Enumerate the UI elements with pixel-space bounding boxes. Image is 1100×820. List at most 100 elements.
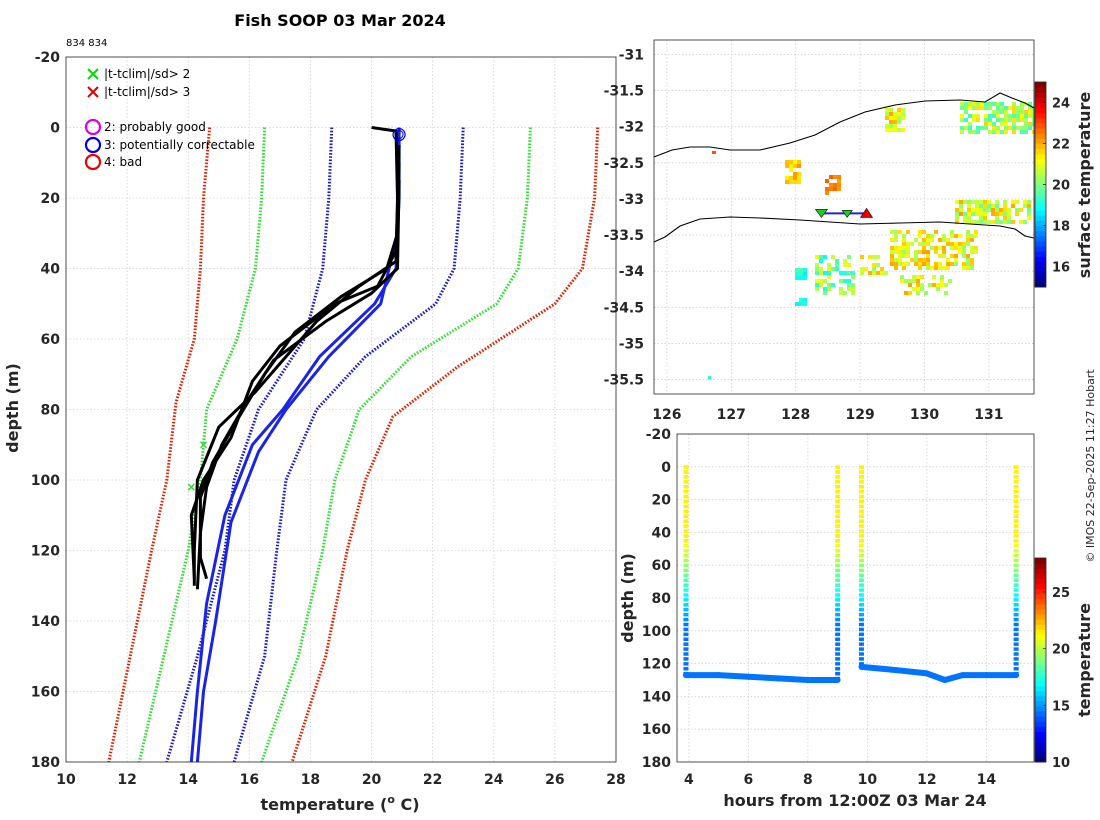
sst-pixel: [797, 180, 801, 184]
colorbar-segment: [1035, 568, 1046, 574]
sst-pixel: [890, 238, 894, 242]
x-tick-label: 24: [484, 772, 504, 788]
cast-sample: [683, 563, 689, 568]
cast-sample: [1013, 607, 1019, 612]
colorbar-tick-label: 20: [1052, 179, 1070, 194]
colorbar-segment: [1035, 158, 1046, 165]
sst-pixel: [851, 287, 855, 291]
cast-sample: [683, 484, 689, 489]
sst-pixel: [934, 246, 938, 250]
sst-pixel: [901, 128, 905, 132]
cast-sample: [1013, 622, 1019, 627]
cast-sample: [835, 470, 841, 474]
cast-sample: [683, 494, 689, 499]
cast-sample: [1013, 524, 1019, 528]
colorbar-segment: [1035, 649, 1046, 656]
cast-sample: [858, 534, 864, 538]
cast-sample: [835, 514, 841, 518]
cast-sample: [1013, 593, 1019, 597]
sst-pixel: [926, 258, 930, 262]
qc-markers: [187, 127, 406, 491]
colorbar-segment: [1035, 112, 1046, 119]
sst-pixel: [958, 246, 962, 250]
sst-pixel: [1016, 114, 1020, 118]
sst-pixel: [880, 267, 884, 271]
sst-pixel: [995, 204, 999, 208]
cast-sample: [1013, 667, 1019, 671]
sst-pixel: [885, 112, 889, 116]
sst-pixel: [967, 216, 971, 220]
sst-pixel: [789, 176, 793, 180]
sst-pixel: [825, 187, 829, 191]
sst-pixel: [954, 262, 958, 266]
sst-pixel: [785, 164, 789, 168]
sst-pixel: [980, 126, 984, 130]
sst-pixel: [1027, 204, 1031, 208]
sst-pixel: [914, 262, 918, 266]
sst-pixel: [803, 272, 807, 276]
sst-pixel: [936, 287, 940, 291]
sst-pixel: [966, 238, 970, 242]
sst-pixel: [1012, 130, 1016, 134]
sst-pixel: [1004, 118, 1008, 122]
cast-sample: [835, 671, 841, 676]
colorbar-segment: [1035, 164, 1046, 170]
sst-pixel: [968, 114, 972, 118]
colorbar-tick-label: 22: [1052, 138, 1070, 153]
sst-pixel: [991, 212, 995, 216]
map-y-tick-label: -34.5: [604, 300, 644, 316]
sst-pixel: [918, 262, 922, 266]
colorbar-segment: [1035, 639, 1046, 646]
sst-pixel: [979, 204, 983, 208]
sst-pixel: [885, 128, 889, 132]
cast-sample: [1013, 647, 1019, 651]
sst-pixel: [972, 102, 976, 106]
sst-pixel: [799, 298, 803, 302]
cast-sample: [1013, 504, 1019, 509]
sst-pixel: [906, 254, 910, 258]
sst-pixel: [976, 126, 980, 130]
sst-pixel: [914, 238, 918, 242]
sst-pixel: [876, 255, 880, 259]
colorbar-segment: [1035, 225, 1046, 232]
sst-pixel: [827, 271, 831, 275]
section-y-tick-label: 40: [652, 525, 672, 541]
sst-pixel: [1003, 216, 1007, 220]
sst-pixel: [894, 246, 898, 250]
cast-sample: [1013, 489, 1019, 494]
sst-pixel: [815, 287, 819, 291]
sst-pixel: [995, 216, 999, 220]
cast-sample: [858, 652, 864, 656]
sst-pixel: [950, 242, 954, 246]
map-y-tick-label: -35: [619, 336, 644, 352]
sst-pixel: [968, 102, 972, 106]
cast-sample: [1013, 637, 1019, 641]
section-ylabel: depth (m): [618, 553, 637, 643]
sst-pixel: [968, 106, 972, 110]
colorbar-segment: [1035, 246, 1046, 252]
sst-pixel: [1003, 208, 1007, 212]
sst-pixel: [1004, 106, 1008, 110]
sst-pixel: [1024, 122, 1028, 126]
sst-pixel: [934, 266, 938, 270]
sst-pixel: [815, 279, 819, 283]
colorbar-tick-label: 15: [1052, 699, 1070, 714]
cast-sample: [1013, 563, 1019, 568]
sst-pixel: [996, 110, 1000, 114]
sst-pixel: [793, 172, 797, 176]
sst-pixel: [902, 238, 906, 242]
cast-sample: [858, 662, 864, 666]
cast-sample: [683, 524, 689, 528]
sst-pixel: [847, 255, 851, 259]
sst-pixel: [955, 212, 959, 216]
cast-sample: [1013, 568, 1019, 573]
legend-label: |t-tclim|/sd> 2: [104, 67, 190, 81]
sst-pixel: [1028, 126, 1032, 130]
x-tick-label: 12: [117, 772, 136, 788]
sst-pixel: [975, 208, 979, 212]
cast-sample: [835, 480, 841, 484]
sst-pixel: [1004, 130, 1008, 134]
sst-pixel: [785, 160, 789, 164]
sst-pixel: [900, 279, 904, 283]
section-y-tick-label: -20: [646, 427, 672, 443]
